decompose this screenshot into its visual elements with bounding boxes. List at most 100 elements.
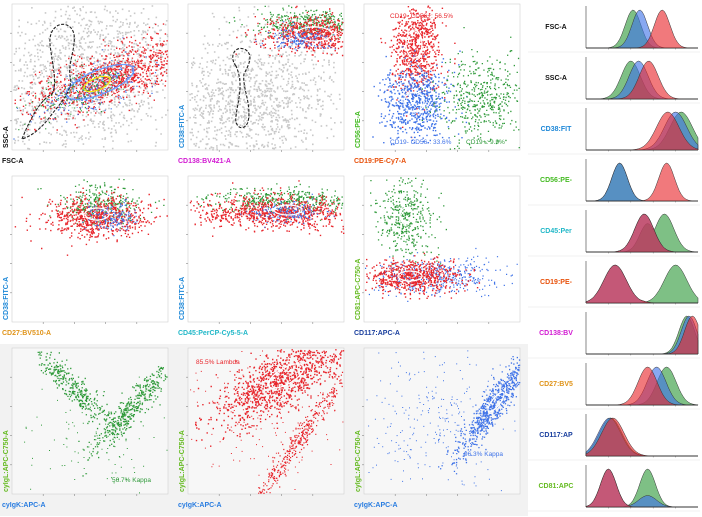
contour-yellow [83, 75, 111, 93]
histogram-label: CD56:PE- [540, 177, 573, 184]
green-events [196, 183, 344, 221]
histogram-label: CD19:PE- [540, 279, 573, 286]
histogram-density-red [586, 315, 699, 355]
x-axis-label: cyIgK:APC-A [2, 502, 46, 509]
scatter-panel-fsc-ssc: FSC-A SSC-A [0, 0, 176, 172]
scatter-panel-cd45-cd38: CD45:PerCP-Cy5-5-A CD38:FITC-A [176, 172, 352, 344]
histogram-density-red [586, 9, 698, 49]
annotation-label: 85.5% Lambda [196, 359, 240, 366]
plot-frame [363, 3, 521, 151]
red-events [365, 252, 481, 300]
blue-events-dots [82, 194, 138, 237]
histogram-density-red [585, 417, 698, 457]
x-axis-label: CD19:PE-Cy7-A [354, 158, 406, 165]
contour-white [267, 363, 305, 389]
x-axis-label: CD117:APC-A [354, 330, 400, 337]
plot-area [186, 3, 345, 152]
gate-outline [21, 23, 75, 140]
plot-area: 56.7% Kappa [10, 347, 169, 496]
contour-white [397, 270, 423, 282]
green-events [37, 351, 128, 440]
histogram-label: CD81:APC [538, 483, 573, 490]
histogram-density-red [586, 60, 698, 100]
plot-area [186, 175, 345, 324]
plot-area [10, 175, 169, 324]
red-events-kappa [258, 371, 344, 494]
red-events [195, 349, 345, 447]
plot-area: CD19- CD56+: 56.5% CD19- CD56-: 33.6% CD19… [362, 3, 521, 152]
x-axis-label: CD138:BV421-A [178, 158, 231, 165]
histogram-panel-9: CD81:APC [528, 461, 700, 512]
plot-area [362, 175, 521, 324]
contour-white [52, 56, 148, 108]
scatter-panels: FSC-A SSC-A CD138:BV421-A CD38:FITC-A CD19- … [0, 0, 528, 516]
plot-area: 85.5% Lambda [186, 347, 345, 496]
plot-frame [187, 347, 345, 495]
histogram-density-red [586, 366, 698, 406]
red-events [189, 180, 345, 237]
red-events [14, 186, 168, 256]
scatter-panel-cd138-cd38: CD138:BV421-A CD38:FITC-A [176, 0, 352, 172]
histogram-density-red [585, 468, 698, 508]
histogram-label: CD27:BV5 [539, 381, 573, 388]
x-axis-label: cyIgK:APC-A [354, 502, 398, 509]
green-events-kappa [78, 366, 168, 477]
histogram-label: CD45:Per [540, 228, 572, 235]
blue-events [240, 193, 335, 228]
histogram-label: CD38:FIT [541, 126, 572, 133]
histogram-panel-2: CD38:FIT [528, 104, 700, 155]
contour-white [273, 204, 303, 216]
y-axis-label: CD38:FITC-A [179, 105, 186, 148]
green-events-dots [196, 183, 344, 221]
blue-events-dots [240, 193, 335, 228]
green-events-dots [370, 177, 447, 278]
histogram-density-red [585, 264, 698, 304]
y-axis-label: CD81:APC-C750-A [355, 259, 362, 320]
x-axis-label: CD45:PerCP-Cy5-5-A [178, 330, 248, 337]
contour-white [295, 26, 333, 42]
annotation-label: CD19- CD56+: 56.5% [390, 13, 453, 20]
histogram-density-red [586, 111, 699, 151]
red-events-dots [189, 180, 345, 237]
annotation-label: CD19+: 9.9% [466, 139, 505, 146]
red-events [14, 23, 169, 132]
scatter-panel-kappa-lambda-blue: 96.3% Kappa cyIgK:APC-A cyIgL:APC-C750-A [352, 344, 528, 516]
scatter-panel-kappa-lambda-red: 85.5% Lambda cyIgK:APC-A cyIgL:APC-C750-A [176, 344, 352, 516]
x-axis-label: CD27:BV510-A [2, 330, 51, 337]
red-events-dots [235, 5, 344, 62]
red-events-dots [380, 5, 456, 139]
histogram-panel-0: FSC-A [528, 2, 700, 53]
contour-white [487, 391, 505, 413]
y-axis-label: cyIgL:APC-C750-A [179, 430, 186, 492]
plot-frame [11, 347, 169, 495]
plot-frame [363, 175, 521, 323]
histogram-panel-3: CD56:PE- [528, 155, 700, 206]
scatter-panel-cd117-cd81: CD117:APC-A CD81:APC-C750-A [352, 172, 528, 344]
scatter-panel-cd19-cd56: CD19- CD56+: 56.5% CD19- CD56-: 33.6% CD19… [352, 0, 528, 172]
histogram-label: CD117:AP [539, 432, 573, 439]
annotation-label: 96.3% Kappa [464, 451, 503, 458]
plot-frame [363, 347, 521, 495]
gate-outline [232, 48, 251, 129]
green-events-kappa-dots [78, 366, 168, 477]
blue-events [82, 194, 138, 237]
histogram-panel-7: CD27:BV5 [528, 359, 700, 410]
histogram-label: SSC-A [545, 75, 567, 82]
y-axis-label: CD38:FITC-A [179, 277, 186, 320]
y-axis-label: SSC-A [3, 126, 10, 148]
histogram-panel-8: CD117:AP [528, 410, 700, 461]
annotation-label: 56.7% Kappa [112, 477, 151, 484]
red-events-dots [14, 23, 169, 132]
plot-frame [187, 175, 345, 323]
y-axis-label: cyIgL:APC-C750-A [3, 430, 10, 492]
annotation-label: CD19- CD56-: 33.6% [390, 139, 452, 146]
red-events-kappa-dots [258, 371, 344, 494]
histogram-label: FSC-A [545, 24, 566, 31]
red-events-dots [195, 349, 345, 447]
scatter-panel-kappa-lambda-green: 56.7% Kappa cyIgK:APC-A cyIgL:APC-C750-A [0, 344, 176, 516]
histogram-panel-5: CD19:PE- [528, 257, 700, 308]
contour-blue [65, 63, 135, 101]
red-events [380, 5, 456, 139]
red-events-dots [365, 252, 481, 300]
